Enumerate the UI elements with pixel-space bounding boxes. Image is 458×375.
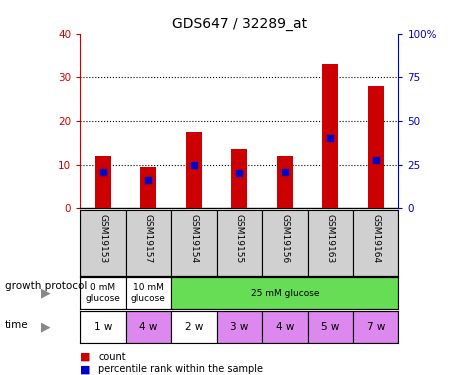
Text: 3 w: 3 w — [230, 322, 249, 332]
Point — [145, 177, 152, 183]
Text: GSM19153: GSM19153 — [98, 214, 107, 263]
Bar — [307, 310, 353, 343]
Bar — [80, 310, 125, 343]
Text: ▶: ▶ — [41, 320, 51, 333]
Bar — [171, 210, 217, 276]
Text: 10 mM
glucose: 10 mM glucose — [131, 284, 166, 303]
Text: time: time — [5, 320, 28, 330]
Bar — [80, 277, 125, 309]
Text: GSM19157: GSM19157 — [144, 214, 153, 263]
Bar — [171, 310, 217, 343]
Title: GDS647 / 32289_at: GDS647 / 32289_at — [172, 17, 307, 32]
Text: count: count — [98, 352, 126, 362]
Bar — [80, 210, 125, 276]
Point — [327, 135, 334, 141]
Point — [190, 162, 197, 168]
Bar — [262, 310, 307, 343]
Text: GSM19156: GSM19156 — [280, 214, 289, 263]
Point — [99, 168, 107, 174]
Text: GSM19164: GSM19164 — [371, 214, 380, 263]
Bar — [353, 210, 398, 276]
Text: GSM19155: GSM19155 — [235, 214, 244, 263]
Bar — [171, 277, 398, 309]
Text: 5 w: 5 w — [321, 322, 339, 332]
Bar — [125, 310, 171, 343]
Text: growth protocol: growth protocol — [5, 281, 87, 291]
Bar — [125, 277, 171, 309]
Bar — [277, 156, 293, 208]
Text: GSM19163: GSM19163 — [326, 214, 335, 263]
Text: ■: ■ — [80, 352, 91, 362]
Text: 2 w: 2 w — [185, 322, 203, 332]
Text: 4 w: 4 w — [139, 322, 158, 332]
Bar — [217, 310, 262, 343]
Bar — [368, 86, 384, 208]
Bar — [125, 210, 171, 276]
Bar — [217, 210, 262, 276]
Text: percentile rank within the sample: percentile rank within the sample — [98, 364, 263, 374]
Bar — [231, 149, 247, 208]
Text: 25 mM glucose: 25 mM glucose — [251, 289, 319, 298]
Text: 7 w: 7 w — [366, 322, 385, 332]
Bar — [322, 64, 338, 208]
Bar — [95, 156, 111, 208]
Bar — [262, 210, 307, 276]
Bar — [307, 210, 353, 276]
Bar — [353, 310, 398, 343]
Text: 1 w: 1 w — [94, 322, 112, 332]
Text: ▶: ▶ — [41, 286, 51, 300]
Point — [235, 170, 243, 176]
Text: GSM19154: GSM19154 — [189, 214, 198, 263]
Text: 4 w: 4 w — [276, 322, 294, 332]
Point — [281, 168, 289, 174]
Bar — [186, 132, 202, 208]
Point — [372, 157, 379, 163]
Bar — [141, 167, 156, 208]
Text: ■: ■ — [80, 364, 91, 374]
Text: 0 mM
glucose: 0 mM glucose — [86, 284, 120, 303]
